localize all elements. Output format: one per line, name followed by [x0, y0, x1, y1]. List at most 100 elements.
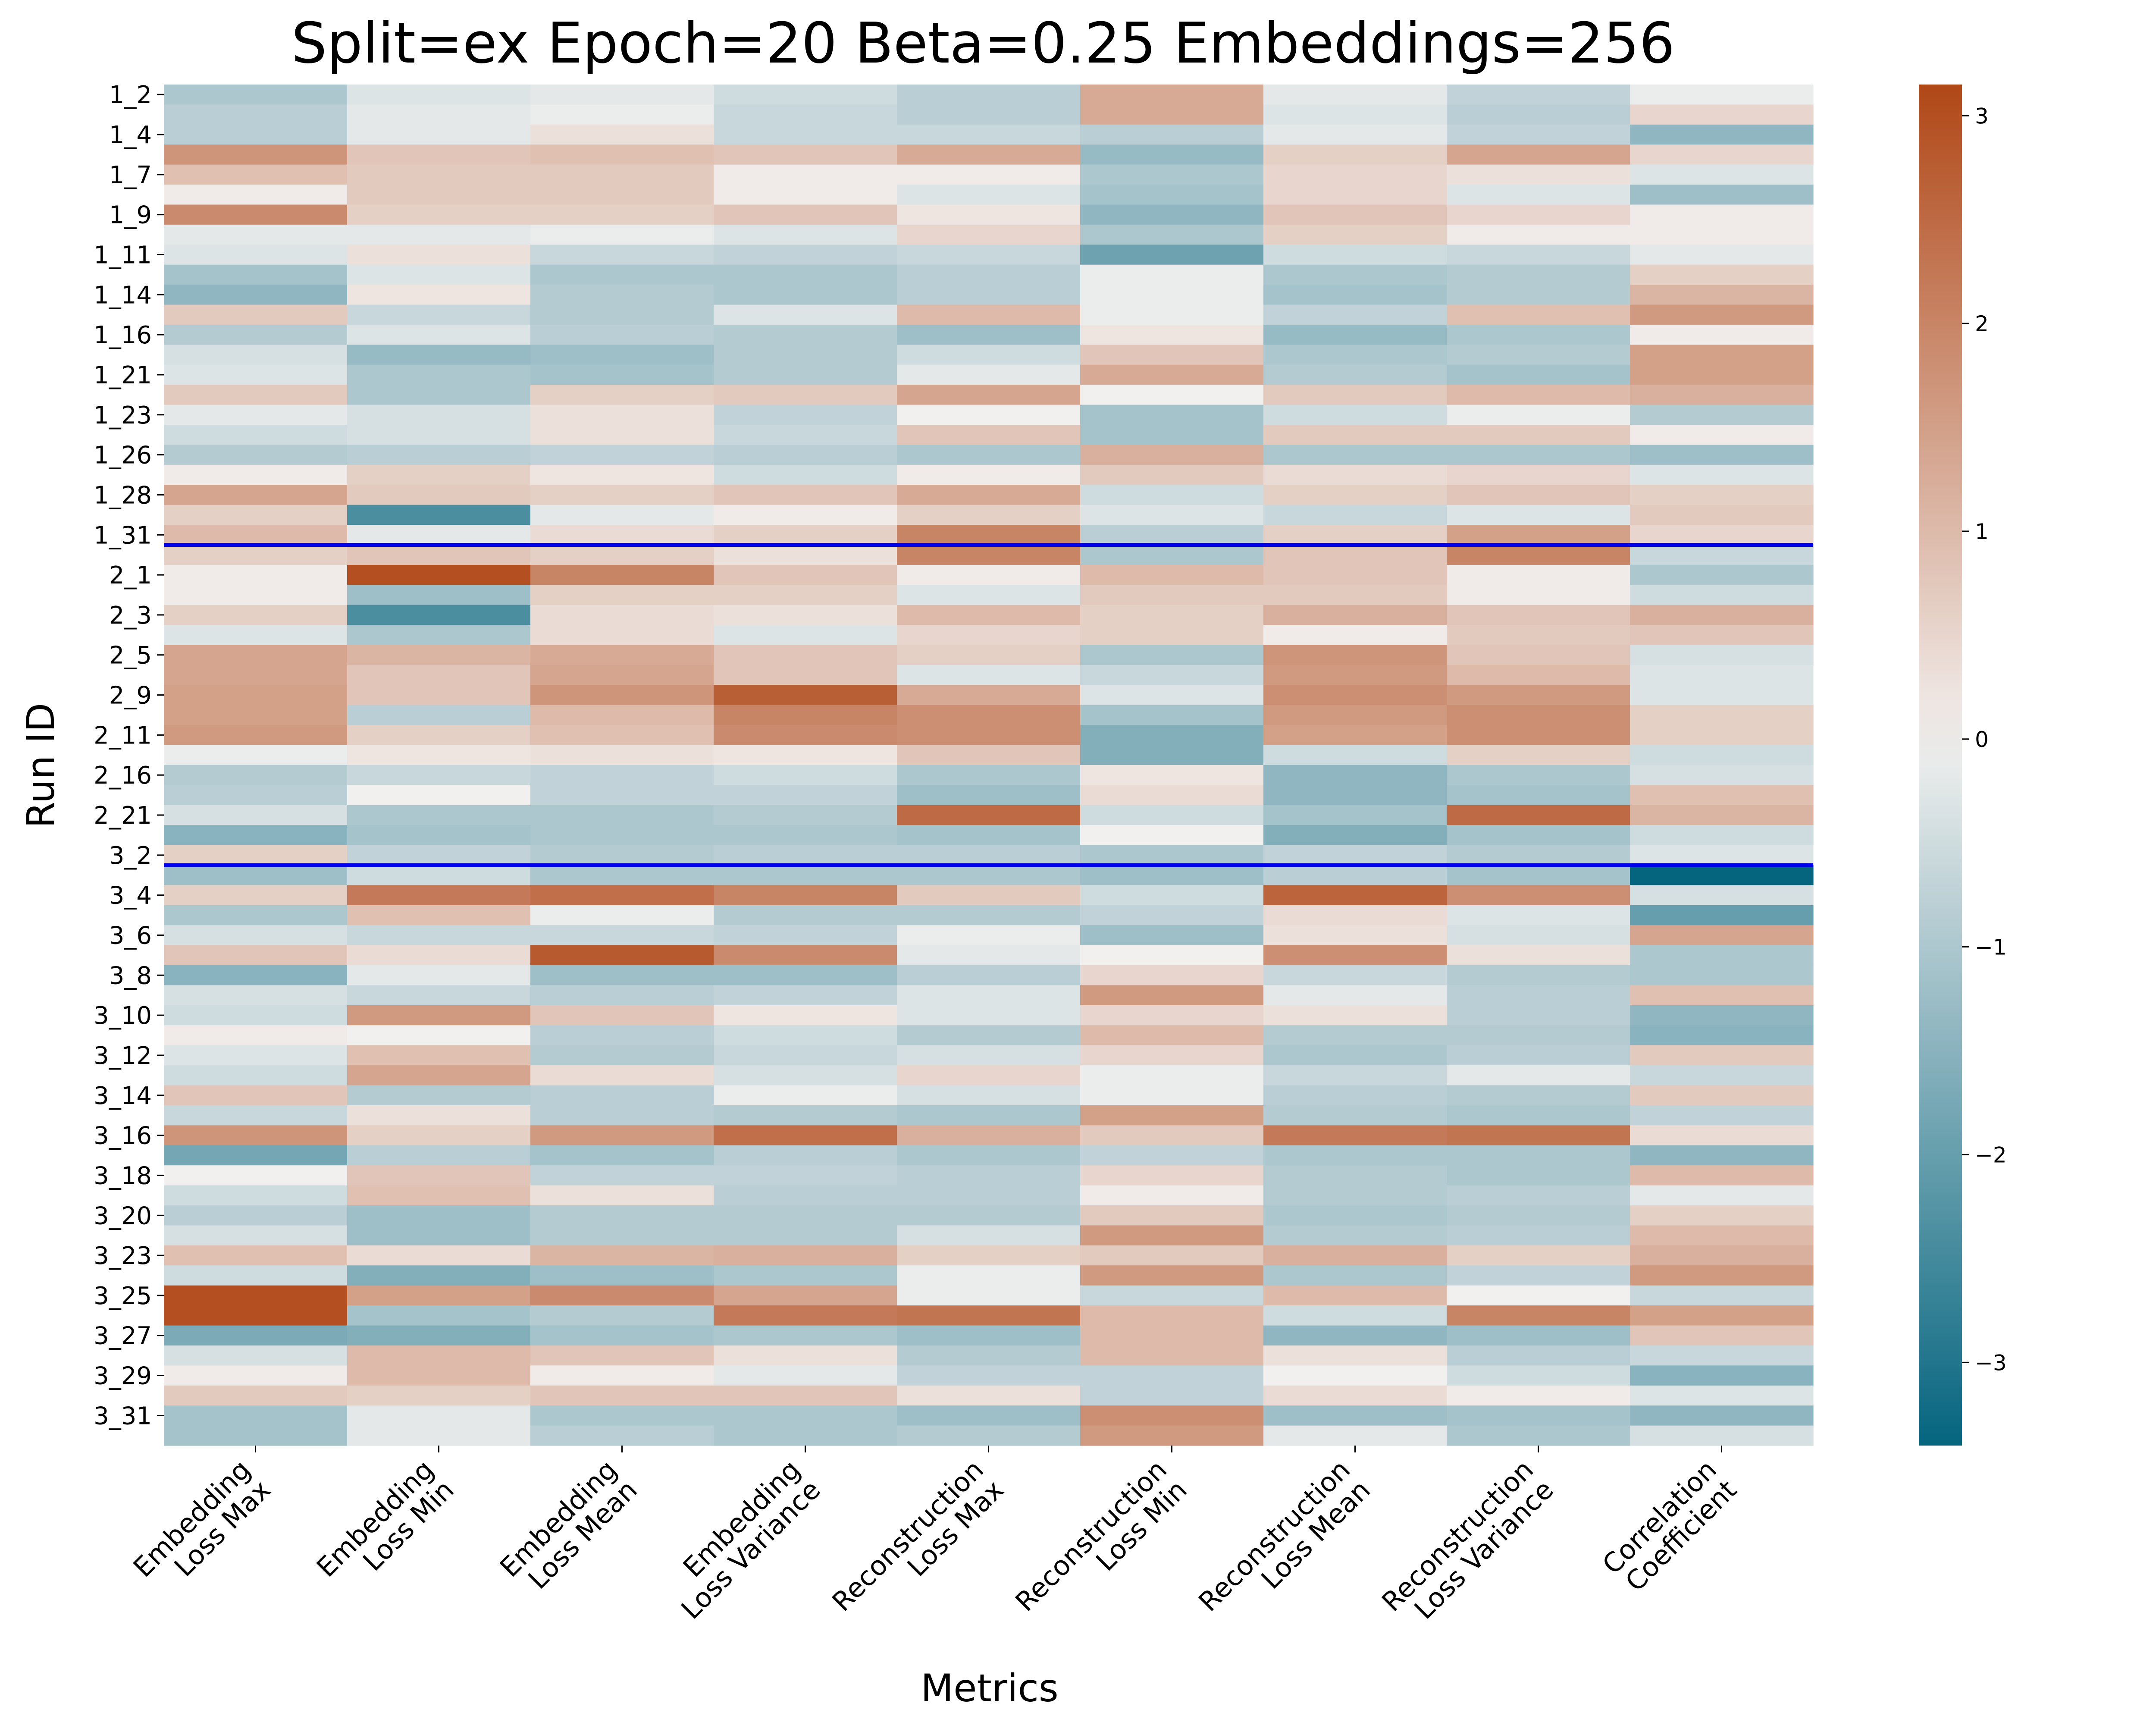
- heatmap-cell: [1080, 685, 1264, 706]
- heatmap-cell: [530, 505, 714, 525]
- heatmap-cell: [897, 464, 1081, 485]
- heatmap-cell: [714, 1405, 897, 1426]
- y-tick-label: 1_16: [94, 321, 152, 349]
- heatmap-cell: [1447, 264, 1630, 285]
- heatmap-cell: [897, 645, 1081, 665]
- heatmap-cell: [1447, 324, 1630, 345]
- y-tick-label: 1_7: [109, 161, 152, 189]
- heatmap-cell: [1080, 1305, 1264, 1326]
- heatmap-cell: [714, 164, 897, 185]
- heatmap-cell: [1080, 1205, 1264, 1226]
- heatmap-cell: [164, 865, 348, 886]
- heatmap-cell: [1263, 1085, 1447, 1106]
- heatmap-cell: [1080, 585, 1264, 605]
- heatmap-cell: [1630, 464, 1814, 485]
- heatmap-cell: [530, 905, 714, 925]
- heatmap-cell: [897, 925, 1081, 946]
- heatmap-cell: [1630, 1225, 1814, 1246]
- heatmap-cell: [347, 124, 531, 145]
- heatmap-cell: [164, 264, 348, 285]
- y-tick-label: 3_16: [94, 1122, 152, 1150]
- heatmap-cell: [1080, 605, 1264, 625]
- heatmap-cell: [897, 364, 1081, 385]
- heatmap-cell: [347, 585, 531, 605]
- heatmap-cell: [1447, 1065, 1630, 1086]
- heatmap-cell: [1630, 485, 1814, 505]
- heatmap-cell: [1630, 745, 1814, 765]
- heatmap-cell: [1080, 85, 1264, 105]
- heatmap-cell: [714, 665, 897, 685]
- heatmap-cell: [347, 364, 531, 385]
- heatmap-cell: [1447, 1385, 1630, 1406]
- heatmap-cell: [530, 185, 714, 205]
- heatmap-cell: [1263, 905, 1447, 925]
- heatmap-cell: [530, 1285, 714, 1306]
- heatmap-cell: [164, 425, 348, 445]
- heatmap-cell: [897, 1425, 1081, 1446]
- heatmap-cell: [347, 485, 531, 505]
- heatmap-cell: [1447, 825, 1630, 846]
- heatmap-cell: [164, 1125, 348, 1146]
- heatmap-cell: [347, 965, 531, 986]
- heatmap-cell: [714, 945, 897, 966]
- heatmap-cell: [530, 625, 714, 646]
- heatmap-cell: [897, 1125, 1081, 1146]
- heatmap-cell: [897, 525, 1081, 546]
- heatmap-cell: [530, 965, 714, 986]
- heatmap-cell: [1080, 525, 1264, 546]
- heatmap-cell: [347, 1065, 531, 1086]
- heatmap-cell: [1080, 405, 1264, 425]
- heatmap-cell: [1263, 1205, 1447, 1226]
- heatmap-cell: [530, 1305, 714, 1326]
- heatmap-cell: [714, 645, 897, 665]
- heatmap-cell: [164, 1105, 348, 1126]
- heatmap-cell: [1447, 185, 1630, 205]
- heatmap-cell: [1263, 304, 1447, 325]
- heatmap-cell: [1630, 1205, 1814, 1226]
- heatmap-cell: [530, 464, 714, 485]
- svg-text:ReconstructionLoss Max: ReconstructionLoss Max: [826, 1454, 1009, 1637]
- heatmap-cell: [714, 745, 897, 765]
- heatmap-cell: [530, 405, 714, 425]
- heatmap-cell: [530, 1425, 714, 1446]
- heatmap-cell: [530, 865, 714, 886]
- heatmap-cell: [1263, 1385, 1447, 1406]
- heatmap-cell: [164, 224, 348, 245]
- x-axis: EmbeddingLoss Max EmbeddingLoss Min Embedd…: [127, 1446, 1743, 1637]
- heatmap-cell: [1263, 1325, 1447, 1346]
- x-tick-label: EmbeddingLoss Min: [310, 1454, 460, 1583]
- heatmap-cell: [1447, 545, 1630, 565]
- heatmap-cell: [1447, 1125, 1630, 1146]
- y-tick-label: 2_1: [109, 561, 152, 590]
- heatmap-cell: [1447, 1165, 1630, 1186]
- heatmap-cell: [164, 1185, 348, 1206]
- heatmap-cell: [1447, 645, 1630, 665]
- heatmap-cell: [1263, 104, 1447, 125]
- heatmap-cell: [1263, 1345, 1447, 1366]
- heatmap-cell: [1447, 1085, 1630, 1106]
- heatmap-cell: [347, 725, 531, 746]
- heatmap-cell: [1630, 945, 1814, 966]
- heatmap-cell: [897, 505, 1081, 525]
- x-tick-label: ReconstructionLoss Variance: [1376, 1454, 1559, 1625]
- heatmap-cell: [1630, 925, 1814, 946]
- heatmap-cell: [1447, 745, 1630, 765]
- heatmap-cell: [1263, 1245, 1447, 1266]
- heatmap-cell: [164, 385, 348, 405]
- heatmap-cell: [1263, 885, 1447, 906]
- heatmap-cell: [1630, 1245, 1814, 1266]
- heatmap-cell: [1263, 985, 1447, 1006]
- heatmap-cell: [714, 1045, 897, 1066]
- heatmap-cell: [1080, 725, 1264, 746]
- heatmap-cell: [530, 945, 714, 966]
- heatmap-cell: [714, 1165, 897, 1186]
- heatmap-cell: [530, 1105, 714, 1126]
- heatmap-cell: [1630, 164, 1814, 185]
- heatmap-cell: [897, 1365, 1081, 1386]
- heatmap-cell: [1630, 144, 1814, 165]
- heatmap-cell: [1447, 785, 1630, 806]
- heatmap-cell: [1263, 825, 1447, 846]
- heatmap-cell: [897, 765, 1081, 786]
- heatmap-cell: [347, 264, 531, 285]
- heatmap-cell: [1080, 224, 1264, 245]
